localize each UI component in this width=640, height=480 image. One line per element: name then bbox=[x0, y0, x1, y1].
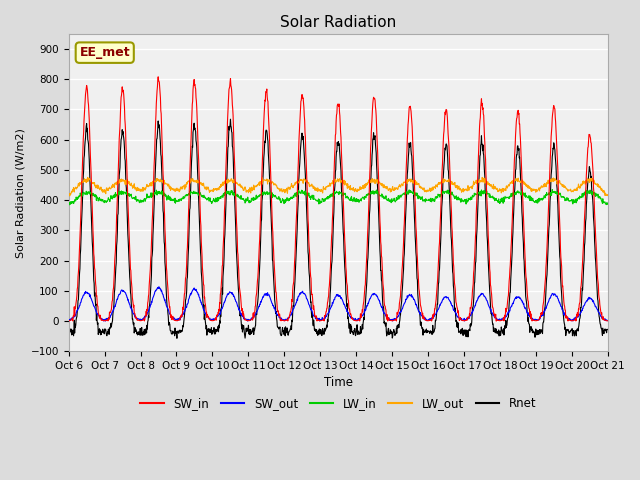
Y-axis label: Solar Radiation (W/m2): Solar Radiation (W/m2) bbox=[15, 128, 25, 257]
Text: EE_met: EE_met bbox=[79, 46, 130, 59]
Title: Solar Radiation: Solar Radiation bbox=[280, 15, 396, 30]
Legend: SW_in, SW_out, LW_in, LW_out, Rnet: SW_in, SW_out, LW_in, LW_out, Rnet bbox=[136, 393, 541, 415]
X-axis label: Time: Time bbox=[324, 376, 353, 389]
